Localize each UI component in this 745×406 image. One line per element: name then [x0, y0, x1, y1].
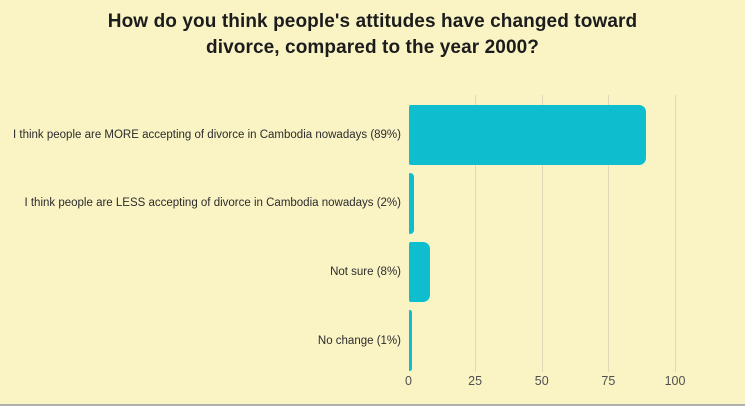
gridline — [608, 95, 610, 372]
category-label: I think people are MORE accepting of div… — [12, 128, 401, 141]
bar — [408, 173, 414, 234]
gridline — [475, 95, 477, 372]
category-label: I think people are LESS accepting of div… — [24, 197, 401, 210]
category-label: Not sure (8%) — [330, 265, 401, 278]
x-axis-tick-label: 100 — [664, 374, 686, 388]
x-axis-tick-label: 25 — [468, 374, 483, 388]
category-label: No change (1%) — [317, 334, 401, 347]
bar — [408, 310, 412, 371]
x-axis-tick-label: 75 — [601, 374, 616, 388]
gridline — [541, 95, 543, 372]
bar — [408, 241, 430, 303]
gridline — [675, 95, 676, 372]
x-axis-tick-label: 50 — [534, 374, 549, 388]
chart-title: How do you think people's attitudes have… — [107, 11, 638, 58]
bar — [408, 104, 646, 165]
bottom-edge-divider — [0, 404, 745, 406]
x-axis-tick-label: 0 — [405, 374, 412, 388]
